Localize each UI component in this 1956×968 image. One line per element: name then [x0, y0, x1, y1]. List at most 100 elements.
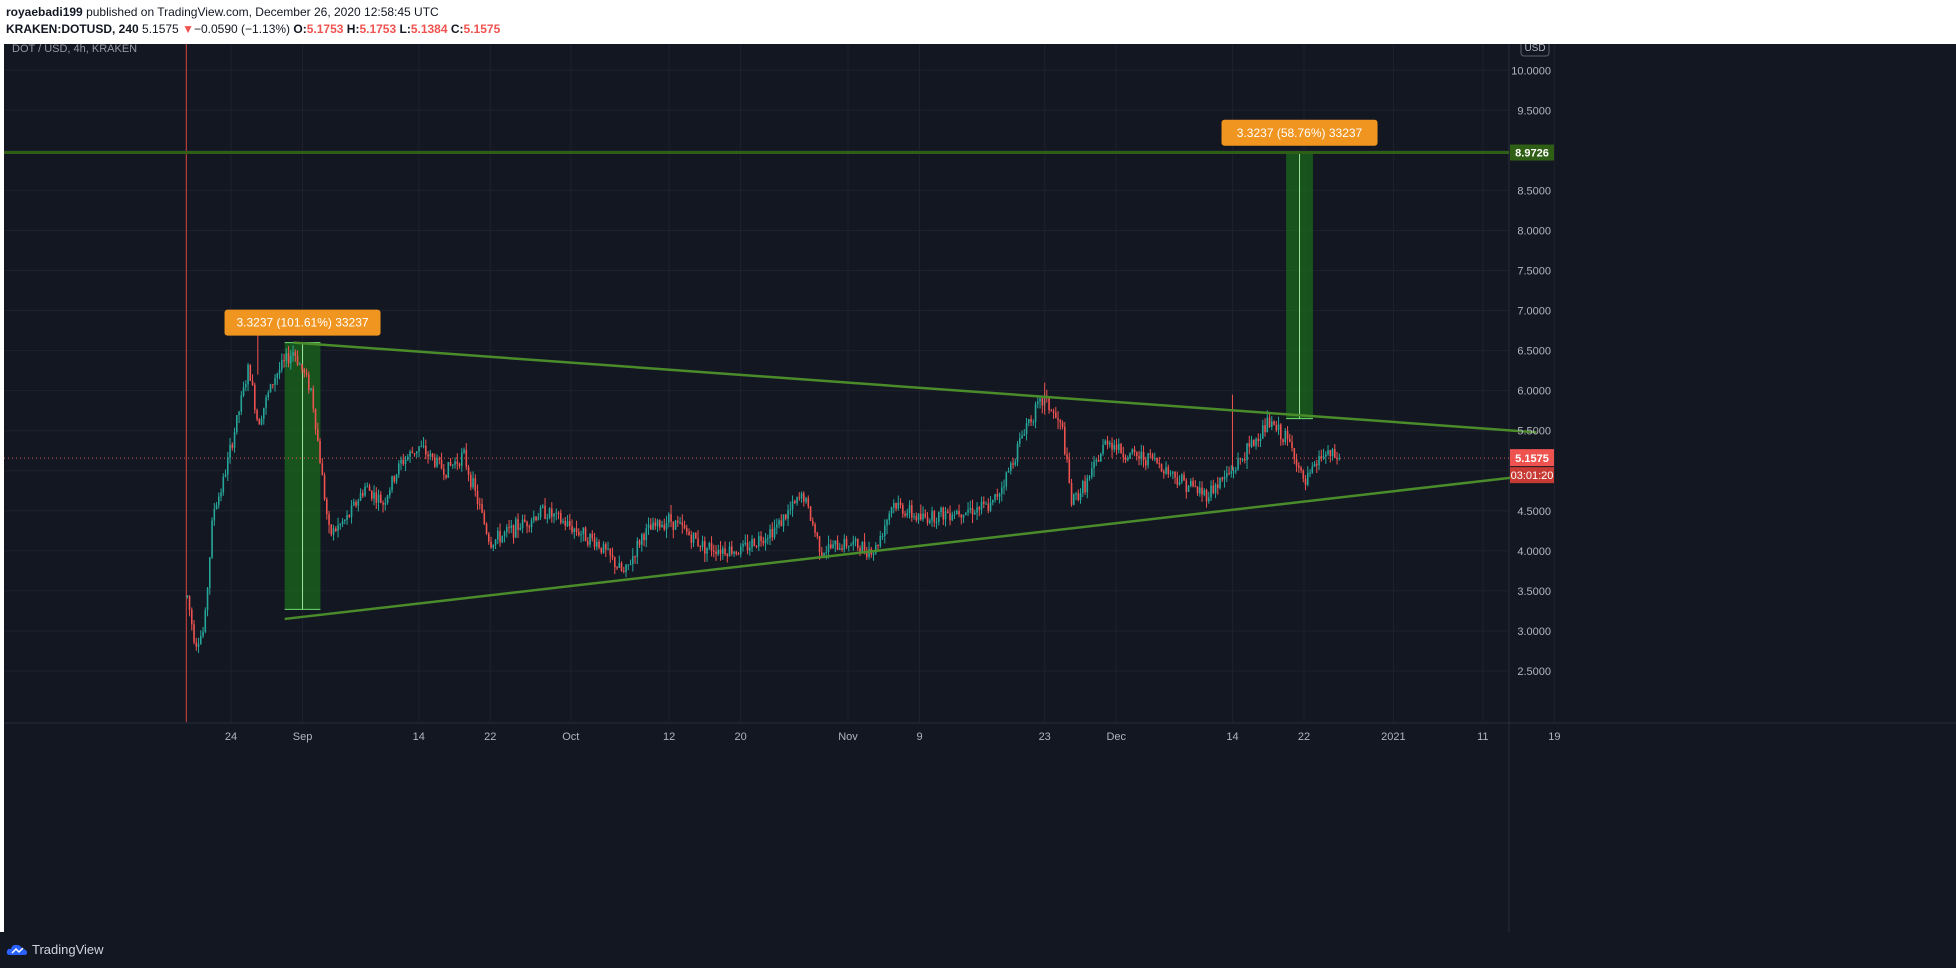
trendline-lower	[284, 473, 1537, 621]
candle-body	[341, 521, 344, 524]
candle-body	[1171, 471, 1174, 474]
candle-body	[832, 544, 834, 549]
candle-body	[467, 467, 470, 475]
candle-body	[697, 538, 699, 546]
candle-body	[613, 557, 616, 568]
candle-body	[1288, 439, 1291, 442]
chart-area[interactable]: 3.3237 (101.61%) 33237 3.3237 (58.76%) 33…	[4, 44, 1956, 932]
candle-body	[1052, 411, 1055, 413]
candle-body	[213, 509, 216, 521]
candle-body	[1133, 449, 1136, 453]
candle-body	[564, 521, 567, 526]
candle-body	[1320, 456, 1323, 459]
candle-body	[260, 418, 263, 425]
candle-body	[598, 541, 600, 548]
candle-body	[231, 444, 234, 448]
candle-body	[825, 551, 828, 554]
x-tick-label: 20	[735, 731, 747, 743]
candle-body	[1039, 398, 1041, 402]
candle-body	[1331, 449, 1334, 457]
candle-body	[611, 555, 614, 558]
tradingview-logo[interactable]: TradingView	[6, 942, 104, 957]
candle-body	[1158, 463, 1161, 465]
candle-body	[636, 540, 639, 558]
candle-body	[640, 534, 643, 545]
candle-body	[550, 508, 553, 517]
candle-body	[193, 624, 195, 643]
candle-body	[773, 527, 776, 538]
candle-body	[784, 514, 787, 519]
candle-body	[627, 564, 630, 566]
candle-body	[368, 486, 371, 491]
candle-body	[328, 514, 330, 525]
candle-body	[1151, 454, 1154, 460]
candle-body	[1252, 439, 1255, 446]
candle-body	[1063, 426, 1066, 455]
candle-body	[532, 516, 535, 521]
candle-body	[886, 520, 888, 526]
candle-body	[652, 522, 654, 530]
candle-body	[1070, 482, 1073, 505]
candle-body	[1041, 398, 1044, 406]
candle-body	[447, 462, 450, 478]
candle-body	[710, 543, 713, 551]
candle-body	[427, 454, 429, 457]
candle-body	[1124, 457, 1127, 461]
candle-body	[424, 445, 427, 455]
candle-body	[1149, 453, 1152, 455]
currency-label: USD	[1524, 44, 1545, 54]
candle-body	[1025, 423, 1028, 435]
candle-body	[1318, 456, 1320, 466]
candle-body	[809, 506, 812, 521]
x-tick-label: 24	[225, 731, 237, 743]
candle-body	[1306, 472, 1309, 485]
candle-body	[1194, 486, 1197, 488]
candle-body	[303, 369, 306, 373]
x-tick-label: 14	[413, 731, 425, 743]
candle-body	[645, 527, 648, 541]
candle-body	[847, 545, 850, 547]
candle-body	[625, 564, 627, 572]
candle-body	[746, 542, 749, 551]
candle-body	[1221, 477, 1224, 480]
candle-body	[935, 521, 938, 523]
candle-body	[940, 507, 942, 513]
close-value: 5.1575	[463, 22, 501, 36]
candle-body	[517, 519, 519, 530]
candle-body	[742, 544, 744, 547]
candle-body	[1192, 480, 1194, 487]
candle-body	[258, 419, 261, 425]
trendline-upper	[293, 341, 1537, 434]
candle-body	[577, 531, 580, 536]
candle-body	[382, 502, 384, 505]
price-chart[interactable]: 3.3237 (101.61%) 33237 3.3237 (58.76%) 33…	[4, 44, 1956, 932]
candle-body	[816, 532, 819, 537]
candle-body	[634, 556, 636, 558]
candle-body	[242, 387, 245, 396]
candle-body	[562, 521, 564, 523]
candle-body	[1207, 497, 1210, 502]
candle-body	[679, 522, 681, 524]
candle-body	[674, 520, 677, 530]
candle-body	[505, 527, 508, 533]
candle-body	[226, 457, 229, 475]
candle-body	[1106, 440, 1109, 445]
author-name[interactable]: royaebadi199	[6, 5, 83, 19]
candle-body	[204, 610, 207, 632]
candle-body	[1160, 464, 1163, 472]
candle-body	[757, 536, 760, 547]
candle-body	[1201, 487, 1203, 495]
candle-body	[1104, 440, 1107, 445]
candle-body	[1088, 476, 1091, 479]
candle-body	[359, 493, 362, 501]
candle-body	[251, 380, 254, 385]
candle-body	[429, 453, 432, 457]
candle-body	[1120, 443, 1122, 454]
candle-body	[280, 360, 283, 370]
candle-body	[1279, 424, 1282, 440]
candle-body	[1021, 435, 1023, 439]
candle-body	[1264, 425, 1266, 433]
candle-body	[1324, 454, 1327, 457]
currency-badge[interactable]	[1520, 44, 1550, 57]
candle-body	[361, 493, 364, 496]
